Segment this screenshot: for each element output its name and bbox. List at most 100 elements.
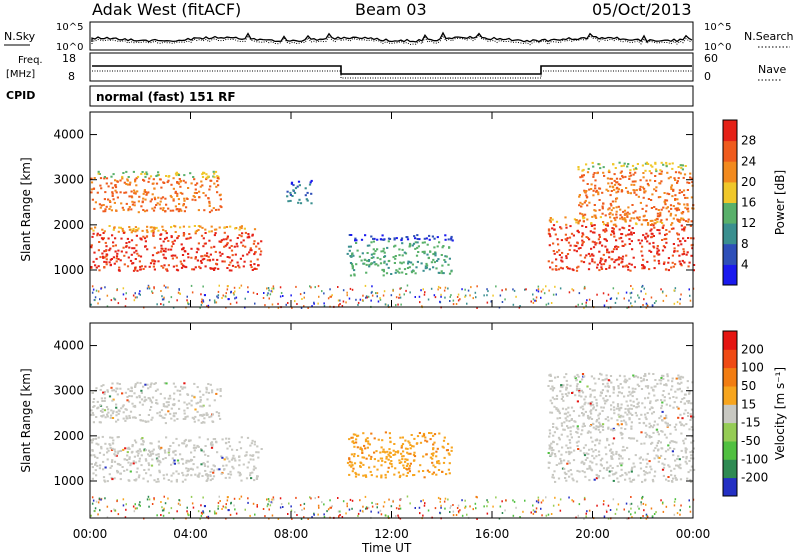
- echo-cell: [257, 242, 260, 245]
- echo-cell: [228, 264, 231, 266]
- echo-cell: [361, 452, 364, 454]
- echo-cell: [132, 405, 135, 408]
- echo-cell: [630, 407, 633, 410]
- echo-cell: [186, 237, 189, 240]
- echo-cell: [627, 471, 630, 474]
- echo-cell: [690, 402, 693, 405]
- echo-cell: [557, 436, 561, 439]
- echo-cell: [153, 196, 156, 199]
- echo-cell: [642, 421, 645, 424]
- echo-cell: [654, 180, 657, 182]
- echo-cell: [384, 431, 387, 434]
- nsearch-tick-low: 10^0: [704, 42, 731, 53]
- echo-cell: [407, 440, 410, 443]
- echo-cell: [256, 445, 259, 448]
- speckle-cell: [452, 514, 455, 517]
- echo-cell: [672, 205, 675, 207]
- echo-region: [286, 179, 313, 205]
- echo-cell: [220, 206, 223, 209]
- speckle-cell: [139, 290, 141, 293]
- speckle-cell: [534, 299, 536, 302]
- echo-cell: [648, 392, 651, 395]
- echo-cell: [644, 431, 647, 434]
- echo-cell: [630, 421, 633, 424]
- echo-cell: [627, 408, 630, 411]
- echo-cell: [681, 376, 685, 379]
- echo-cell: [548, 435, 551, 438]
- echo-cell: [560, 422, 563, 425]
- echo-cell: [109, 466, 112, 469]
- echo-cell: [602, 229, 605, 232]
- echo-cell: [193, 191, 196, 194]
- echo-cell: [149, 474, 152, 477]
- echo-cell: [201, 176, 205, 178]
- speckle-cell: [228, 298, 230, 301]
- echo-region: [90, 435, 263, 483]
- echo-cell: [209, 383, 212, 386]
- speckle-cell: [602, 503, 605, 506]
- echo-cell: [676, 250, 679, 253]
- speckle-cell: [616, 297, 618, 300]
- echo-cell: [357, 434, 360, 437]
- echo-cell: [205, 254, 208, 257]
- echo-cell: [578, 204, 581, 207]
- echo-cell: [602, 171, 605, 174]
- echo-cell: [128, 448, 131, 450]
- speckle-cell: [201, 301, 203, 304]
- echo-cell: [109, 247, 112, 250]
- echo-cell: [558, 254, 561, 256]
- speckle-cell: [545, 303, 548, 306]
- echo-cell: [409, 452, 412, 455]
- speckle-cell: [617, 292, 620, 295]
- speckle-cell: [469, 505, 471, 508]
- noise-panel-frame: [89, 21, 694, 51]
- echo-cell: [625, 187, 628, 189]
- echo-cell: [229, 225, 232, 228]
- echo-cell: [146, 192, 149, 195]
- echo-cell: [363, 258, 366, 261]
- echo-cell: [228, 445, 232, 448]
- speckle-cell: [217, 505, 220, 508]
- echo-cell: [249, 249, 252, 252]
- echo-cell: [422, 269, 425, 272]
- echo-cell: [198, 472, 201, 475]
- echo-cell: [628, 407, 631, 410]
- speckle-cell: [532, 504, 534, 507]
- speckle-cell: [341, 516, 344, 518]
- echo-cell: [653, 457, 656, 460]
- echo-cell: [158, 459, 161, 462]
- echo-cell: [667, 257, 670, 260]
- echo-cell: [642, 379, 645, 382]
- echo-cell: [595, 455, 598, 458]
- echo-cell: [642, 470, 646, 472]
- echo-cell: [108, 261, 111, 264]
- echo-cell: [655, 428, 659, 431]
- echo-cell: [203, 417, 206, 420]
- echo-cell: [133, 479, 136, 481]
- echo-cell: [431, 454, 435, 457]
- echo-cell: [667, 480, 670, 482]
- speckle-cell: [262, 508, 265, 510]
- echo-cell: [416, 435, 420, 438]
- echo-cell: [591, 258, 594, 261]
- speckle-cell: [475, 495, 477, 498]
- echo-cell: [595, 425, 598, 428]
- echo-cell: [225, 437, 228, 440]
- echo-cell: [594, 184, 597, 187]
- speckle-cell: [584, 287, 586, 290]
- echo-cell: [557, 408, 560, 411]
- echo-cell: [647, 184, 650, 187]
- echo-cell: [94, 226, 97, 229]
- echo-cell: [437, 460, 440, 462]
- echo-cell: [207, 383, 210, 385]
- speckle-cell: [270, 501, 273, 504]
- echo-cell: [361, 252, 364, 255]
- echo-cell: [578, 414, 581, 417]
- echo-cell: [225, 243, 229, 246]
- echo-cell: [547, 229, 551, 232]
- echo-cell: [548, 219, 551, 222]
- echo-cell: [666, 171, 669, 174]
- echo-cell: [421, 250, 424, 253]
- echo-cell: [688, 400, 691, 402]
- echo-cell: [134, 405, 137, 408]
